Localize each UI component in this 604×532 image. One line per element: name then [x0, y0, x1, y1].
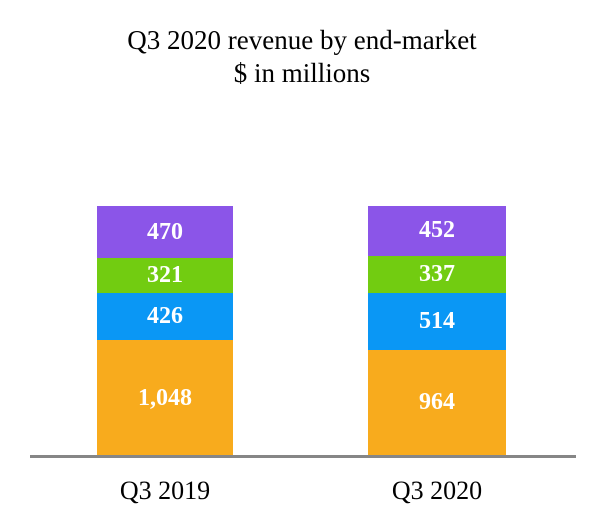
bar-segment-orange-bottom-segment: 964	[368, 349, 506, 456]
x-axis-line	[30, 455, 576, 458]
chart-title: Q3 2020 revenue by end-market	[127, 25, 477, 55]
segment-value-label: 470	[147, 218, 183, 245]
stacked-bar-q3-2020: 452 337 514 964	[368, 206, 506, 456]
bar-segment-purple-top-segment: 470	[97, 206, 233, 259]
bar-segment-green-segment: 321	[97, 258, 233, 294]
title-block: Q3 2020 revenue by end-market $ in milli…	[0, 24, 604, 90]
segment-value-label: 426	[147, 303, 183, 330]
segment-value-label: 964	[419, 389, 455, 416]
bar-segment-blue-segment: 426	[97, 293, 233, 341]
bar-segment-orange-bottom-segment: 1,048	[97, 340, 233, 456]
stacked-bar-q3-2019: 470 321 426 1,048	[97, 206, 233, 456]
x-axis-label-q3-2019: Q3 2019	[119, 476, 211, 505]
bar-segment-purple-top-segment: 452	[368, 206, 506, 256]
segment-value-label: 452	[419, 217, 455, 244]
segment-value-label: 1,048	[138, 384, 192, 411]
bar-segment-blue-segment: 514	[368, 293, 506, 350]
bar-segment-green-segment: 337	[368, 255, 506, 294]
segment-value-label: 337	[419, 260, 455, 287]
chart-subtitle: $ in millions	[233, 58, 371, 88]
x-axis-label-q3-2020: Q3 2020	[391, 476, 483, 505]
segment-value-label: 321	[147, 262, 183, 289]
segment-value-label: 514	[419, 307, 455, 334]
